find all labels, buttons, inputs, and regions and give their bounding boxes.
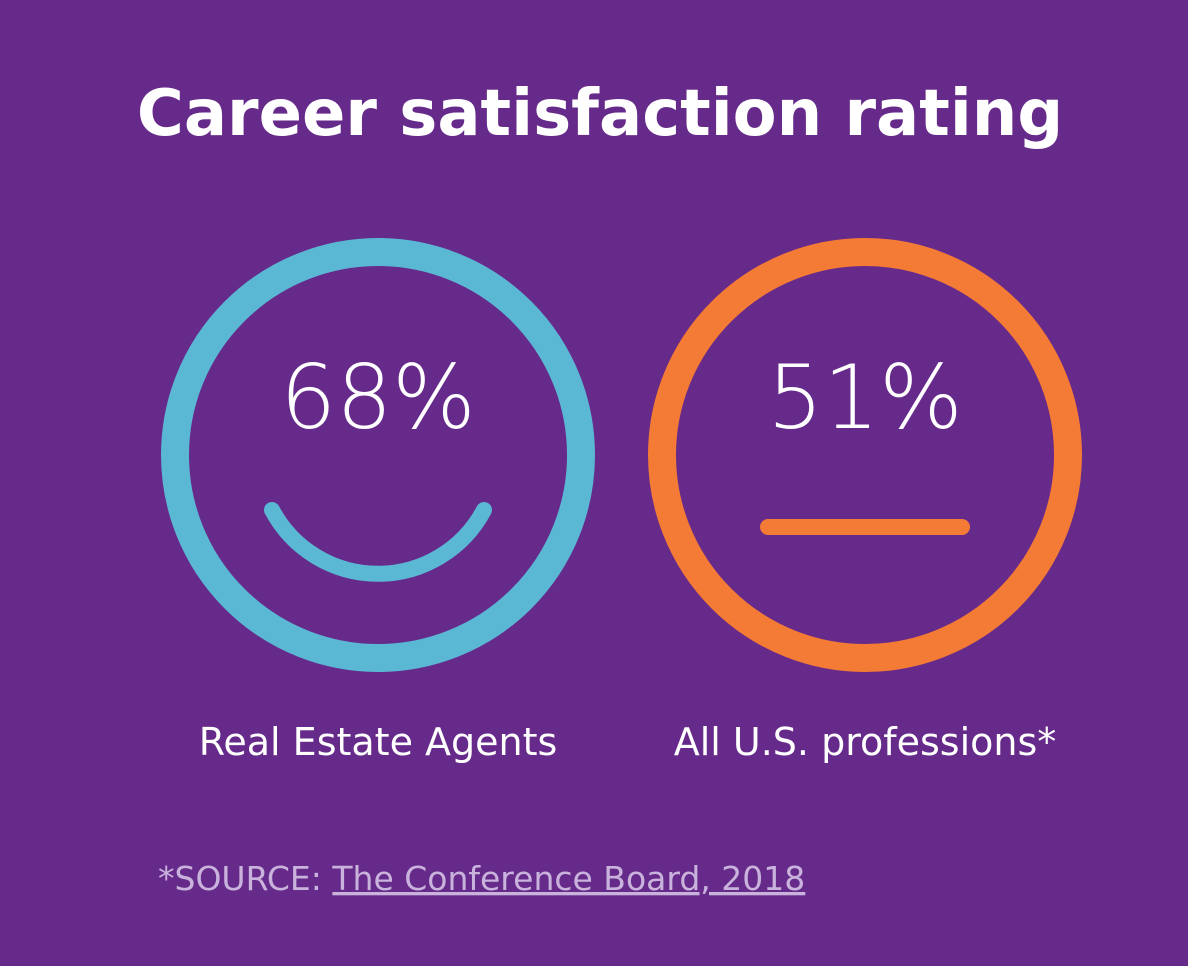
title: Career satisfaction rating: [137, 77, 1063, 151]
label: All U.S. professions*: [674, 720, 1057, 764]
source-link[interactable]: The Conference Board, 2018: [331, 859, 805, 898]
smile: [264, 502, 492, 582]
label: Real Estate Agents: [199, 720, 558, 764]
percent: 68%: [280, 346, 476, 449]
face-ring: [648, 238, 1082, 672]
source: *SOURCE: The Conference Board, 2018: [158, 859, 805, 898]
face-ring: [161, 238, 595, 672]
percent: 51%: [767, 346, 963, 449]
source-prefix: *SOURCE:: [158, 859, 322, 898]
